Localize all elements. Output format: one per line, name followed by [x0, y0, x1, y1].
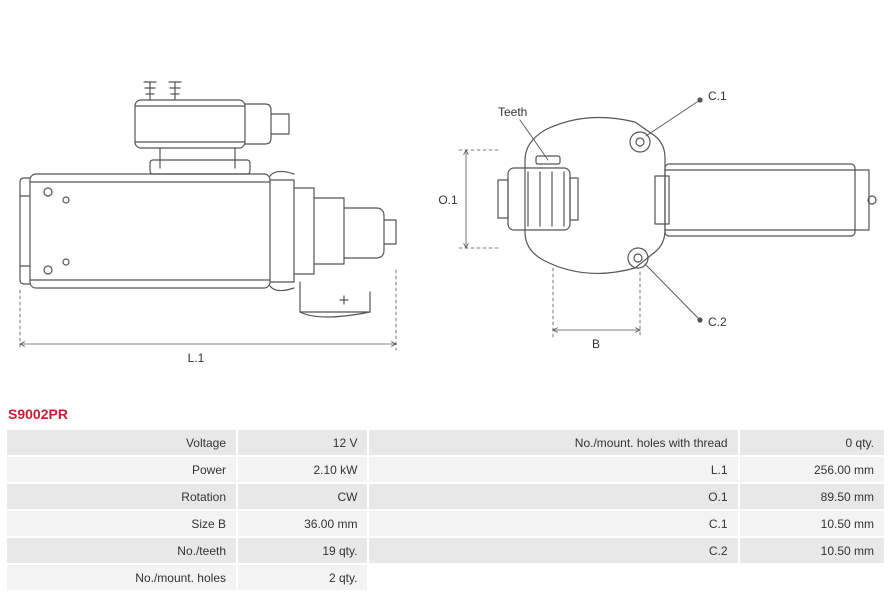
spec-label: C.1 — [369, 511, 737, 536]
spec-label: No./teeth — [7, 538, 236, 563]
table-row: No./teeth 19 qty. C.2 10.50 mm — [7, 538, 884, 563]
spec-value: 89.50 mm — [740, 484, 884, 509]
table-row: Power 2.10 kW L.1 256.00 mm — [7, 457, 884, 482]
table-row: Voltage 12 V No./mount. holes with threa… — [7, 430, 884, 455]
spec-value: 12 V — [238, 430, 367, 455]
spec-value: 2 qty. — [238, 565, 367, 590]
spec-value: 256.00 mm — [740, 457, 884, 482]
part-number: S9002PR — [0, 400, 889, 428]
table-row: No./mount. holes 2 qty. — [7, 565, 884, 590]
table-row: Rotation CW O.1 89.50 mm — [7, 484, 884, 509]
dim-label-teeth: Teeth — [498, 105, 527, 119]
technical-drawing: L.1 O.1 B C.1 C.2 — [0, 0, 889, 400]
dim-label-c1: C.1 — [708, 89, 727, 103]
spec-label: L.1 — [369, 457, 737, 482]
spec-value: CW — [238, 484, 367, 509]
spec-value: 36.00 mm — [238, 511, 367, 536]
spec-label: O.1 — [369, 484, 737, 509]
spec-label: No./mount. holes with thread — [369, 430, 737, 455]
spec-value: 2.10 kW — [238, 457, 367, 482]
spec-label — [369, 565, 737, 590]
spec-value: 10.50 mm — [740, 538, 884, 563]
spec-label: Voltage — [7, 430, 236, 455]
spec-value: 19 qty. — [238, 538, 367, 563]
dim-label-c2: C.2 — [708, 315, 727, 329]
spec-label: Power — [7, 457, 236, 482]
spec-label: Rotation — [7, 484, 236, 509]
dim-label-l1: L.1 — [188, 351, 205, 365]
spec-label: No./mount. holes — [7, 565, 236, 590]
spec-label: C.2 — [369, 538, 737, 563]
spec-table: Voltage 12 V No./mount. holes with threa… — [5, 428, 886, 592]
table-row: Size B 36.00 mm C.1 10.50 mm — [7, 511, 884, 536]
dim-label-b: B — [592, 337, 600, 351]
spec-label: Size B — [7, 511, 236, 536]
spec-value: 10.50 mm — [740, 511, 884, 536]
spec-value — [740, 565, 884, 590]
spec-value: 0 qty. — [740, 430, 884, 455]
dim-label-o1: O.1 — [438, 193, 458, 207]
